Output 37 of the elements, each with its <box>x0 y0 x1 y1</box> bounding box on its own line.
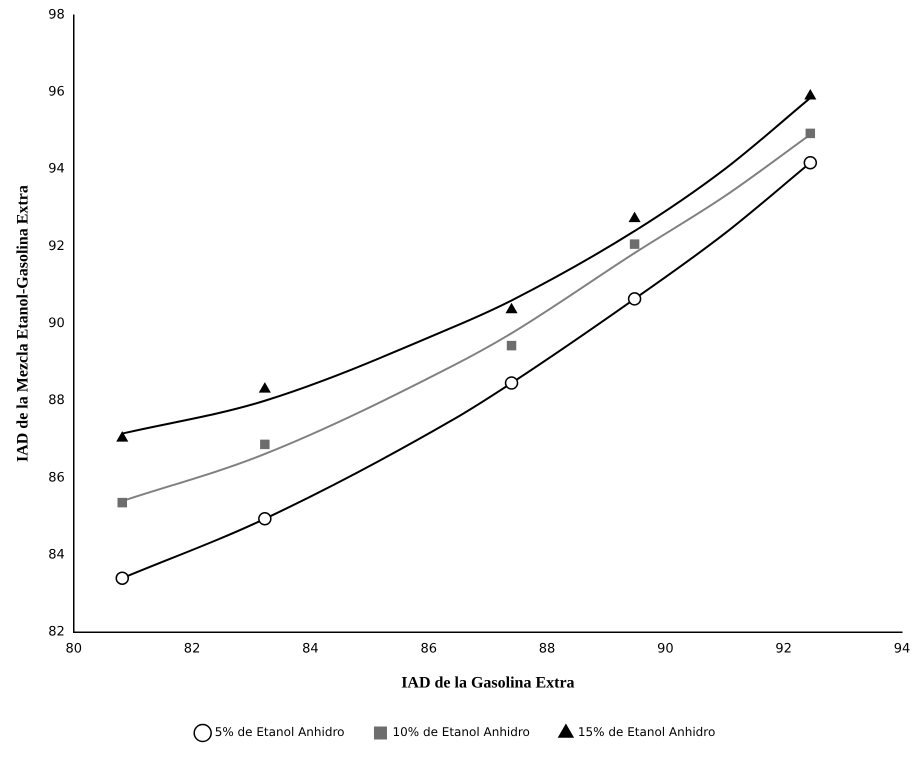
y-tick-label: 98 <box>48 7 65 22</box>
y-tick-label: 88 <box>48 393 65 408</box>
point <box>258 512 272 526</box>
x-tick-label: 84 <box>302 641 319 656</box>
point <box>804 156 818 170</box>
point <box>260 440 270 450</box>
x-tick-label: 80 <box>65 641 82 656</box>
point <box>506 303 518 314</box>
y-tick-label: 84 <box>48 547 65 562</box>
x-tick-label: 82 <box>184 641 200 656</box>
legend-label: 10% de Etanol Anhidro <box>392 725 530 740</box>
y-tick-label: 82 <box>48 624 65 640</box>
x-tick-label: 86 <box>420 641 437 656</box>
x-axis-title: IAD de la Gasolina Extra <box>401 674 575 692</box>
point <box>630 239 640 249</box>
point <box>806 128 816 138</box>
point <box>118 498 127 508</box>
legend-label: 5% de Etanol Anhidro <box>214 725 344 740</box>
x-tick-label: 92 <box>775 641 792 656</box>
point <box>504 376 518 390</box>
point <box>506 340 516 350</box>
x-tick-label: 90 <box>657 641 674 656</box>
point <box>628 212 640 222</box>
y-tick-label: 86 <box>48 470 65 486</box>
y-axis-title: IAD de la Mezcla Etanol-Gasolina Extra <box>14 185 32 462</box>
point <box>116 432 128 442</box>
y-tick-label: 94 <box>48 162 65 177</box>
y-tick-label: 90 <box>48 316 65 331</box>
legend-label: 15% de Etanol Anhidro <box>578 725 716 740</box>
x-tick-label: 88 <box>538 641 556 656</box>
x-tick-label: 94 <box>894 641 910 656</box>
y-tick-label: 92 <box>48 238 65 254</box>
point <box>804 90 816 100</box>
point <box>628 292 642 306</box>
y-tick-label: 96 <box>48 84 65 100</box>
point <box>259 382 271 393</box>
point <box>116 571 130 585</box>
